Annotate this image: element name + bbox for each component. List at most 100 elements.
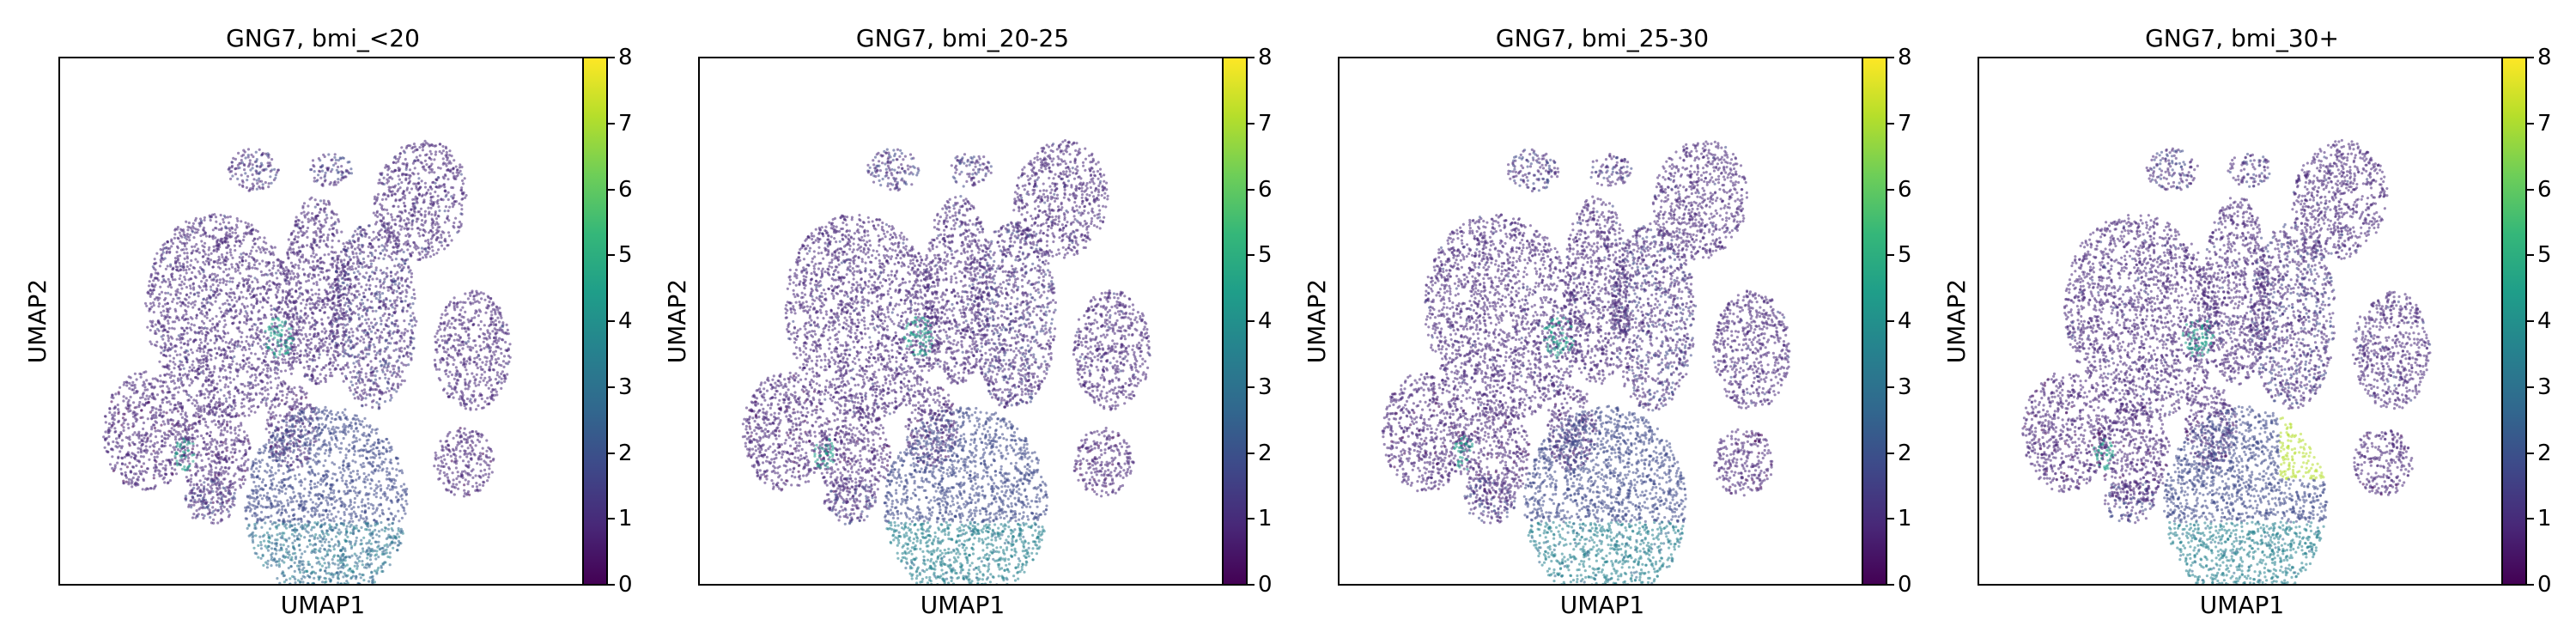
cell-point (171, 459, 173, 461)
cell-point (248, 447, 251, 449)
cell-point (410, 314, 412, 317)
cell-point (402, 309, 404, 312)
cell-point (319, 270, 322, 273)
cell-point (331, 287, 334, 289)
cell-point (187, 457, 190, 459)
cell-point (396, 290, 398, 293)
cell-point (234, 428, 236, 431)
cell-point (219, 434, 222, 436)
cell-point (328, 362, 331, 365)
cell-point (366, 322, 368, 325)
cell-point (122, 416, 125, 419)
cell-point (325, 293, 328, 295)
cell-point (410, 296, 413, 299)
cell-point (190, 259, 193, 263)
cell-point (337, 255, 340, 258)
cell-point (364, 265, 367, 268)
cell-point (142, 428, 144, 430)
cell-point (411, 325, 414, 327)
cell-point (293, 386, 295, 389)
cell-point (281, 399, 283, 402)
cell-point (389, 330, 392, 332)
cell-point (125, 481, 128, 483)
cell-point (150, 453, 153, 455)
cell-point (150, 386, 153, 388)
cell-point (221, 423, 223, 426)
cell-point (283, 416, 286, 418)
cell-point (228, 466, 230, 469)
cell-point (136, 378, 138, 380)
cell-point (342, 326, 344, 329)
cell-point (380, 364, 383, 367)
cell-point (352, 361, 355, 364)
cell-point (349, 307, 351, 310)
cell-point (292, 248, 295, 251)
cell-point (336, 267, 338, 270)
cell-point (116, 446, 118, 448)
cell-point (281, 296, 284, 300)
cell-point (174, 438, 177, 440)
cell-point (150, 428, 153, 430)
cell-point (173, 236, 177, 240)
cell-point (325, 221, 327, 223)
cell-point (343, 349, 346, 352)
cell-point (379, 281, 381, 283)
cell-point (155, 422, 158, 424)
cell-point (128, 382, 131, 385)
cell-point (270, 308, 273, 312)
cell-point (173, 367, 176, 370)
cell-point (368, 276, 371, 278)
cell-point (179, 292, 182, 295)
cell-point (380, 317, 382, 319)
cell-point (274, 398, 276, 400)
cell-point (190, 348, 193, 351)
cell-point (121, 463, 124, 465)
cell-point (317, 303, 319, 306)
cell-point (385, 272, 387, 275)
cell-point (349, 258, 352, 261)
cell-point (327, 234, 330, 236)
cell-point (146, 325, 149, 329)
cell-point (414, 297, 416, 300)
cell-point (281, 307, 284, 311)
cell-point (355, 305, 358, 307)
cell-point (351, 299, 354, 301)
cell-point (198, 416, 201, 418)
cell-point (333, 313, 336, 315)
cell-point (333, 284, 336, 287)
cell-point (204, 447, 207, 449)
cell-point (336, 231, 338, 234)
cell-point (159, 414, 161, 416)
cell-point (357, 265, 360, 268)
cell-point (228, 292, 232, 295)
cell-point (179, 346, 183, 349)
cell-point (154, 456, 156, 459)
cell-point (191, 437, 193, 440)
cell-point (301, 293, 304, 295)
cell-point (143, 462, 145, 465)
cell-point (359, 233, 361, 235)
cell-point (126, 453, 129, 455)
cell-point (191, 363, 194, 367)
cell-point (343, 331, 345, 334)
cell-point (339, 270, 342, 273)
cell-point (246, 434, 248, 437)
cell-point (390, 271, 392, 274)
cell-point (329, 291, 331, 294)
cell-point (227, 406, 229, 409)
cell-point (354, 276, 356, 279)
cell-point (397, 325, 399, 327)
cell-point (203, 392, 206, 396)
cell-point (205, 279, 209, 283)
cell-point (391, 218, 394, 222)
cell-point (210, 358, 213, 361)
cell-point (140, 465, 143, 468)
cell-point (317, 274, 319, 276)
cell-point (210, 252, 213, 255)
cell-point (210, 498, 213, 501)
cell-point (411, 302, 414, 305)
cell-point (382, 371, 385, 374)
cell-point (152, 311, 155, 314)
cell-point (366, 309, 368, 312)
cell-point (221, 256, 224, 259)
